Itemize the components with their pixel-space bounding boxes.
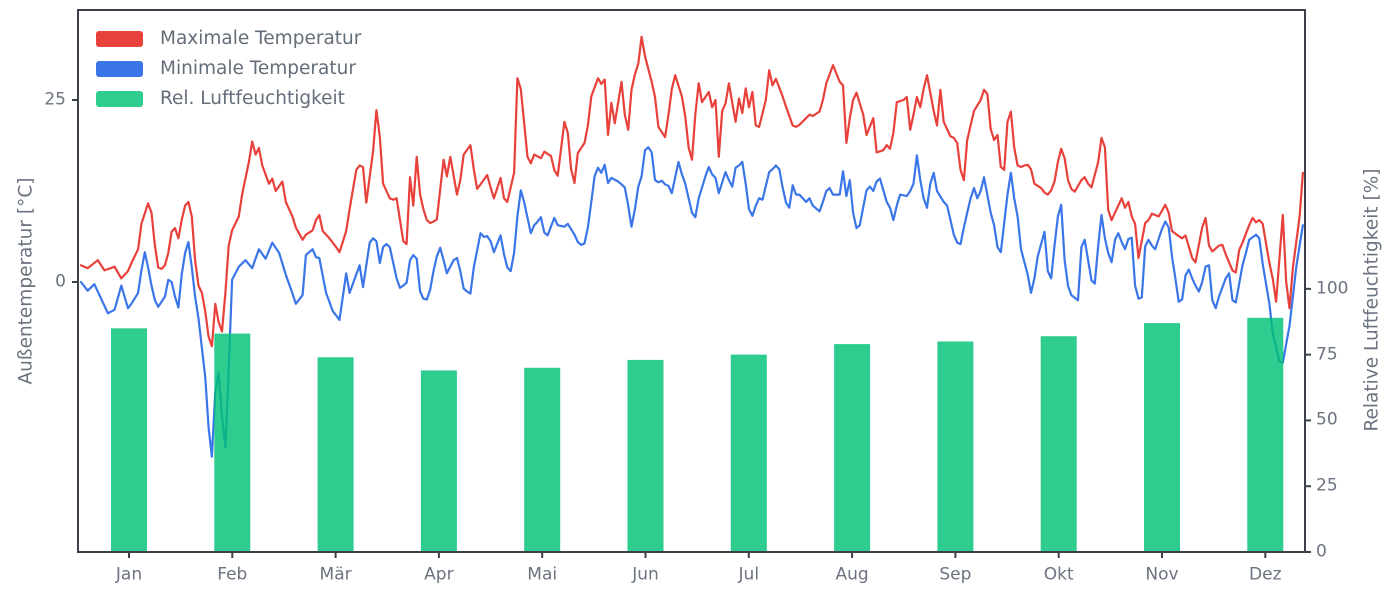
x-axis-tick-label-Sep: Sep bbox=[939, 564, 972, 585]
x-axis-tick-label-Mär: Mär bbox=[319, 564, 352, 585]
legend-item-min-temp: Minimale Temperatur bbox=[96, 58, 361, 80]
humidity-bar-Feb bbox=[214, 333, 251, 552]
x-axis-tick-label-Aug: Aug bbox=[835, 564, 869, 585]
legend-item-humidity: Rel. Luftfeuchtigkeit bbox=[96, 88, 361, 110]
min-temp-line bbox=[79, 146, 1305, 458]
x-axis-tick-label-Feb: Feb bbox=[217, 564, 248, 585]
humidity-bar-Mai bbox=[524, 367, 561, 552]
left-axis-tick-label: 25 bbox=[44, 89, 66, 110]
x-axis-tick-label-Mai: Mai bbox=[527, 564, 558, 585]
right-axis-tick-label: 100 bbox=[1316, 278, 1349, 299]
max-temp-swatch-icon bbox=[96, 31, 143, 47]
humidity-bar-Apr bbox=[420, 370, 457, 552]
x-axis-tick-label-Apr: Apr bbox=[424, 564, 454, 585]
legend-label: Rel. Luftfeuchtigkeit bbox=[160, 87, 345, 109]
legend-label: Maximale Temperatur bbox=[160, 27, 362, 49]
x-axis-tick-label-Jun: Jun bbox=[632, 564, 659, 585]
humidity-bar-Nov bbox=[1144, 323, 1180, 552]
humidity-bar-Jan bbox=[111, 328, 147, 552]
humidity-bar-Jul bbox=[730, 354, 767, 552]
max-temp-line bbox=[79, 35, 1305, 348]
axis-tick-marks bbox=[72, 99, 1311, 558]
legend: Maximale Temperatur Minimale Temperatur … bbox=[96, 28, 361, 110]
x-axis-tick-label-Dez: Dez bbox=[1249, 564, 1282, 585]
right-axis-tick-label: 50 bbox=[1316, 409, 1338, 430]
temperature-lines bbox=[79, 35, 1305, 458]
humidity-bar-Dez bbox=[1247, 317, 1284, 552]
min-temp-swatch-icon bbox=[96, 61, 143, 77]
x-axis-tick-label-Okt: Okt bbox=[1043, 564, 1074, 585]
right-axis-tick-label: 25 bbox=[1316, 475, 1338, 496]
legend-item-max-temp: Maximale Temperatur bbox=[96, 28, 361, 50]
legend-label: Minimale Temperatur bbox=[160, 57, 356, 79]
humidity-bar-Aug bbox=[834, 344, 871, 552]
left-axis-title: Außentemperatur [°C] bbox=[15, 177, 37, 385]
right-axis-title: Relative Luftfeuchtigkeit [%] bbox=[1361, 168, 1383, 432]
right-axis-tick-label: 0 bbox=[1316, 541, 1327, 562]
right-axis-tick-label: 75 bbox=[1316, 344, 1338, 365]
x-axis-tick-label-Jan: Jan bbox=[115, 564, 143, 585]
humidity-bar-Mär bbox=[317, 357, 354, 552]
humidity-swatch-icon bbox=[96, 91, 143, 107]
humidity-bars bbox=[111, 317, 1284, 552]
x-axis-tick-label-Nov: Nov bbox=[1145, 564, 1179, 585]
humidity-bar-Sep bbox=[937, 341, 974, 552]
humidity-bar-Okt bbox=[1040, 336, 1077, 552]
left-axis-tick-label: 0 bbox=[55, 271, 66, 292]
x-axis-tick-label-Jul: Jul bbox=[738, 564, 760, 585]
humidity-bar-Jun bbox=[627, 359, 664, 552]
